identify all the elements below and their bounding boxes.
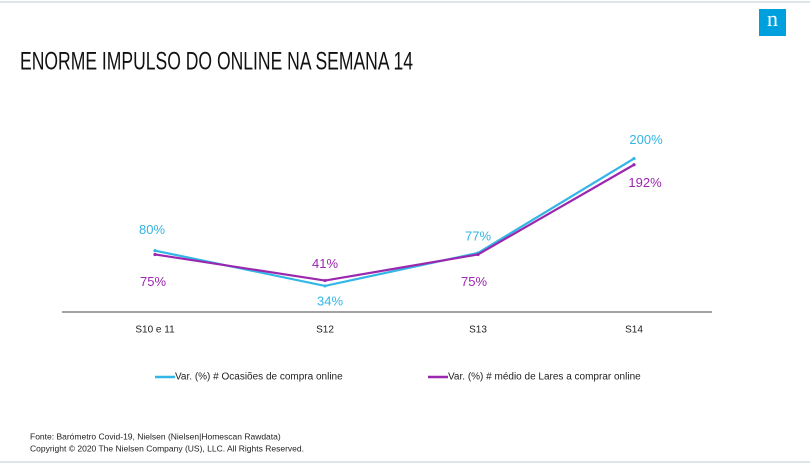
series-line	[154, 157, 635, 288]
point	[153, 252, 157, 257]
value-label: 80%	[139, 222, 165, 237]
point	[153, 249, 157, 253]
value-label: 75%	[461, 274, 487, 289]
value-label: 192%	[628, 175, 662, 190]
x-tick-label: S12	[316, 325, 334, 336]
title: ENORME IMPULSO DO ONLINE NA SEMANA 14	[20, 48, 413, 76]
x-tick-label: S10 e 11	[135, 325, 175, 336]
series-line	[154, 163, 635, 282]
value-label: 77%	[465, 228, 491, 243]
legend-label: Var. (%) # médio de Lares a comprar onli…	[448, 372, 641, 383]
value-label: 75%	[140, 274, 166, 289]
legend-label: Var. (%) # Ocasiões de compra online	[175, 372, 343, 383]
point	[323, 284, 327, 288]
x-tick-label: S13	[469, 325, 487, 336]
logo-box	[759, 9, 786, 36]
value-label: 41%	[312, 256, 338, 271]
value-label: 34%	[317, 293, 343, 308]
value-label: 200%	[629, 132, 663, 147]
logo: n	[767, 6, 778, 31]
source: Fonte: Barómetro Covid-19, Nielsen (Niel…	[30, 431, 281, 441]
x-tick-label: S14	[625, 325, 643, 336]
point	[476, 252, 480, 257]
point	[632, 163, 636, 167]
point	[632, 157, 636, 161]
copyright: Copyright © 2020 The Nielsen Company (US…	[30, 443, 304, 453]
point	[323, 278, 327, 283]
